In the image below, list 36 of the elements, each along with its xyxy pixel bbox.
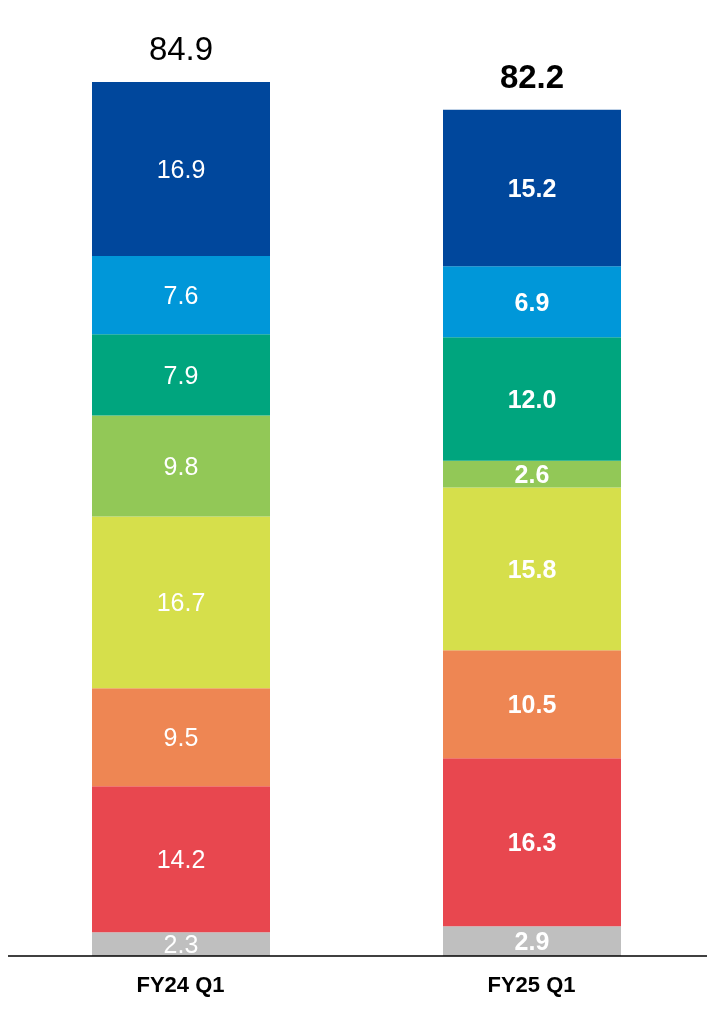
bar [92,688,270,787]
bar [92,516,270,689]
total-label: 82.2 [499,57,565,95]
bar [92,932,270,956]
data-label: 10.5 [507,690,557,719]
data-label: 6.9 [514,287,550,316]
bar [443,758,621,927]
data-label: 16.7 [156,588,206,617]
bar [443,109,621,267]
data-label: 16.3 [507,828,557,857]
bar [443,337,621,461]
bar [443,650,621,759]
data-label: 9.5 [163,723,199,752]
data-label: 9.8 [163,451,199,480]
bar [92,255,270,335]
data-label: 2.6 [514,460,550,489]
bar [443,487,621,651]
data-label: 2.3 [163,930,199,959]
x-tick-label: FY25 Q1 [487,972,576,997]
data-label: 16.9 [156,154,206,183]
bar [443,926,621,956]
data-label: 2.9 [514,927,550,956]
bar [443,460,621,488]
bar [92,415,270,517]
data-label: 7.6 [163,281,199,310]
data-label: 15.8 [507,554,557,583]
data-label: 12.0 [507,385,557,414]
total-label: 84.9 [148,30,214,67]
data-label: 14.2 [156,845,206,874]
bar [92,82,270,256]
data-label: 7.9 [163,360,199,389]
bar [92,334,270,416]
bar [443,266,621,338]
x-tick-label: FY24 Q1 [136,972,225,997]
data-label: 15.2 [507,174,557,203]
bar [92,786,270,933]
